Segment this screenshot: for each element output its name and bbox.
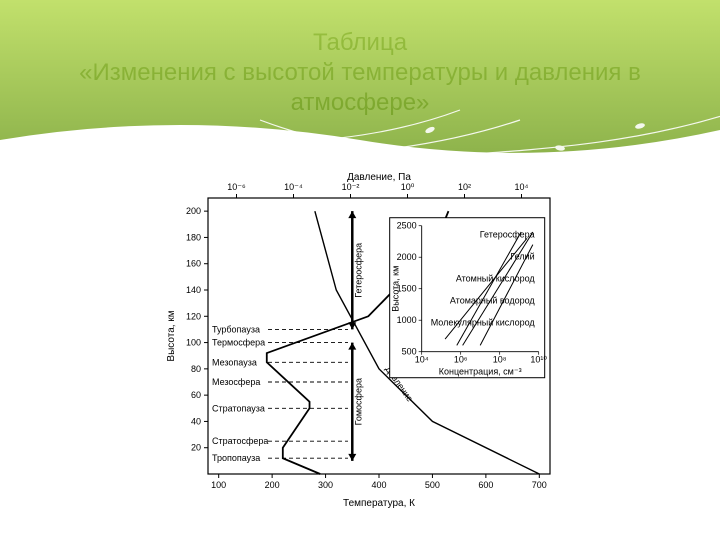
- svg-text:700: 700: [532, 480, 547, 490]
- svg-text:160: 160: [186, 259, 201, 269]
- svg-text:Мезосфера: Мезосфера: [212, 377, 260, 387]
- svg-text:120: 120: [186, 311, 201, 321]
- svg-text:10⁰: 10⁰: [401, 182, 415, 192]
- svg-text:100: 100: [211, 480, 226, 490]
- svg-text:Турбопауза: Турбопауза: [212, 324, 260, 334]
- svg-text:80: 80: [191, 364, 201, 374]
- svg-text:10⁻⁶: 10⁻⁶: [227, 182, 246, 192]
- svg-text:40: 40: [191, 416, 201, 426]
- svg-text:Мезопауза: Мезопауза: [212, 357, 257, 367]
- svg-text:140: 140: [186, 285, 201, 295]
- svg-text:Гетеросфера: Гетеросфера: [480, 230, 535, 240]
- svg-text:1000: 1000: [397, 315, 417, 325]
- title-line-2: «Изменения с высотой температуры и давле…: [40, 58, 680, 118]
- main-chart: 100 200 300 400 500 600 700 Температура, К 10⁻⁶ 1…: [160, 170, 560, 510]
- svg-text:10⁻²: 10⁻²: [342, 182, 360, 192]
- svg-text:Стратосфера: Стратосфера: [212, 436, 268, 446]
- svg-text:10⁻⁴: 10⁻⁴: [284, 182, 303, 192]
- svg-text:500: 500: [402, 347, 417, 357]
- svg-text:300: 300: [318, 480, 333, 490]
- svg-text:Концентрация, см⁻³: Концентрация, см⁻³: [439, 367, 522, 377]
- svg-text:10¹⁰: 10¹⁰: [530, 355, 547, 365]
- svg-text:2000: 2000: [397, 252, 417, 262]
- svg-text:Высота, км: Высота, км: [391, 266, 401, 312]
- svg-text:400: 400: [371, 480, 386, 490]
- svg-text:200: 200: [265, 480, 280, 490]
- svg-text:Высота, км: Высота, км: [166, 310, 177, 361]
- svg-text:Давление, Па: Давление, Па: [347, 172, 411, 183]
- svg-text:Гомосфера: Гомосфера: [353, 378, 363, 425]
- svg-text:Атомный кислород: Атомный кислород: [456, 274, 536, 284]
- svg-text:2500: 2500: [397, 221, 417, 231]
- svg-text:180: 180: [186, 232, 201, 242]
- main-chart-svg: 100 200 300 400 500 600 700 Температура, К 10⁻⁶ 1…: [160, 170, 560, 510]
- svg-text:600: 600: [478, 480, 493, 490]
- svg-text:10²: 10²: [458, 182, 471, 192]
- title-line-1: Таблица: [40, 28, 680, 58]
- svg-text:60: 60: [191, 390, 201, 400]
- svg-text:Гелий: Гелий: [510, 252, 534, 262]
- svg-text:20: 20: [191, 443, 201, 453]
- slide-title: Таблица «Изменения с высотой температуры…: [0, 0, 720, 118]
- svg-text:Температура, К: Температура, К: [343, 498, 415, 509]
- svg-text:Стратопауза: Стратопауза: [212, 403, 265, 413]
- svg-text:10⁸: 10⁸: [493, 355, 507, 365]
- slide-root: Таблица «Изменения с высотой температуры…: [0, 0, 720, 540]
- svg-text:10⁶: 10⁶: [454, 355, 468, 365]
- svg-text:Гетеросфера: Гетеросфера: [353, 243, 363, 298]
- svg-text:Тропопауза: Тропопауза: [212, 453, 260, 463]
- svg-text:Термосфера: Термосфера: [212, 338, 265, 348]
- svg-text:10⁴: 10⁴: [415, 355, 429, 365]
- svg-text:Молекулярный кислород: Молекулярный кислород: [431, 318, 536, 328]
- svg-text:500: 500: [425, 480, 440, 490]
- svg-text:10⁴: 10⁴: [515, 182, 529, 192]
- svg-text:100: 100: [186, 338, 201, 348]
- svg-text:Атомарный водород: Атомарный водород: [450, 296, 536, 306]
- svg-text:200: 200: [186, 206, 201, 216]
